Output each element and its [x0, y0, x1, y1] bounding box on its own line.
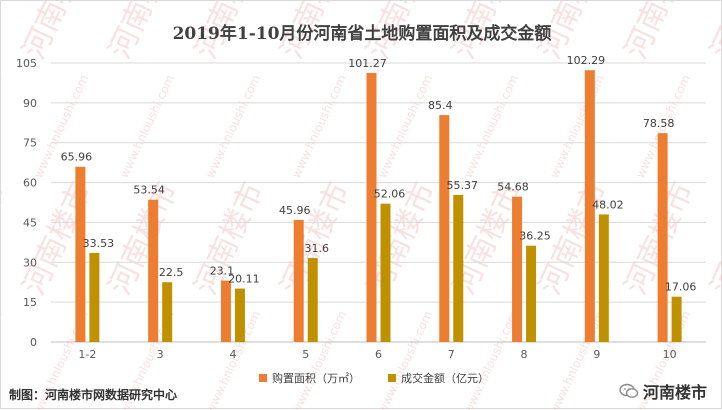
- x-tick-label: 1-2: [78, 348, 96, 361]
- data-label-area: 23.1: [210, 265, 235, 278]
- x-tick-label: 10: [663, 348, 677, 361]
- legend-item-amount: 成交金额（亿元）: [388, 370, 489, 386]
- bar-area: [75, 166, 86, 342]
- x-tick-label: 9: [593, 348, 600, 361]
- data-label-amount: 55.37: [447, 179, 479, 192]
- bar-amount: [162, 282, 173, 342]
- y-tick-label: 105: [16, 57, 37, 70]
- data-label-area: 65.96: [61, 151, 93, 164]
- y-tick-label: 15: [23, 296, 37, 309]
- source-credit: 制图：河南楼市网数据研究中心: [9, 388, 178, 402]
- y-tick-label: 0: [30, 336, 37, 349]
- x-tick-label: 5: [302, 348, 309, 361]
- bar-area: [220, 280, 231, 342]
- data-label-amount: 33.53: [83, 237, 115, 250]
- wechat-icon: [619, 383, 639, 398]
- bar-area: [366, 72, 377, 343]
- y-tick-label: 75: [23, 137, 37, 150]
- y-tick-label: 45: [23, 216, 37, 229]
- data-label-area: 53.54: [133, 184, 165, 197]
- x-tick-label: 8: [521, 348, 528, 361]
- brand-logo: 河南楼市: [619, 379, 707, 403]
- data-label-amount: 48.02: [592, 198, 624, 211]
- x-tick-label: 4: [229, 348, 236, 361]
- legend-label-area: 购置面积（万㎡）: [272, 372, 360, 385]
- x-tick-label: 7: [448, 348, 455, 361]
- data-label-area: 101.27: [348, 57, 387, 70]
- data-label-amount: 36.25: [519, 230, 551, 243]
- data-label-area: 54.68: [497, 181, 529, 194]
- bar-area: [293, 219, 304, 342]
- chart-legend: 购置面积（万㎡） 成交金额（亿元）: [259, 370, 489, 386]
- data-label-area: 85.4: [428, 99, 453, 112]
- bar-amount: [526, 245, 537, 342]
- data-label-area: 102.29: [567, 54, 606, 67]
- data-label-area: 78.58: [643, 117, 675, 130]
- data-label-area: 45.96: [279, 204, 311, 217]
- data-label-amount: 20.11: [228, 273, 260, 286]
- bar-amount: [234, 288, 245, 342]
- brand-name: 河南楼市: [642, 383, 707, 402]
- bar-amount: [307, 258, 318, 342]
- bar-amount: [598, 214, 609, 342]
- data-label-amount: 22.5: [159, 266, 184, 279]
- data-label-amount: 52.06: [374, 188, 406, 201]
- legend-item-area: 购置面积（万㎡）: [259, 370, 360, 386]
- y-tick-label: 60: [23, 177, 37, 190]
- x-tick-label: 6: [375, 348, 382, 361]
- bar-amount: [453, 194, 464, 342]
- bar-area: [584, 70, 595, 342]
- bar-area: [512, 196, 523, 342]
- bar-amount: [89, 252, 100, 342]
- bar-amount: [671, 296, 682, 342]
- data-label-amount: 31.6: [304, 242, 329, 255]
- legend-swatch-area: [259, 374, 267, 382]
- x-tick-label: 3: [157, 348, 164, 361]
- legend-label-amount: 成交金额（亿元）: [401, 372, 489, 385]
- bar-area: [439, 115, 450, 342]
- bar-area: [657, 133, 668, 342]
- bar-amount: [380, 203, 391, 342]
- y-tick-label: 90: [23, 97, 37, 110]
- data-label-amount: 17.06: [665, 281, 697, 294]
- bar-area: [148, 199, 159, 342]
- legend-swatch-amount: [388, 374, 396, 382]
- chart-title: 2019年1-10月份河南省土地购置面积及成交金额: [172, 24, 552, 44]
- y-tick-label: 30: [23, 256, 37, 269]
